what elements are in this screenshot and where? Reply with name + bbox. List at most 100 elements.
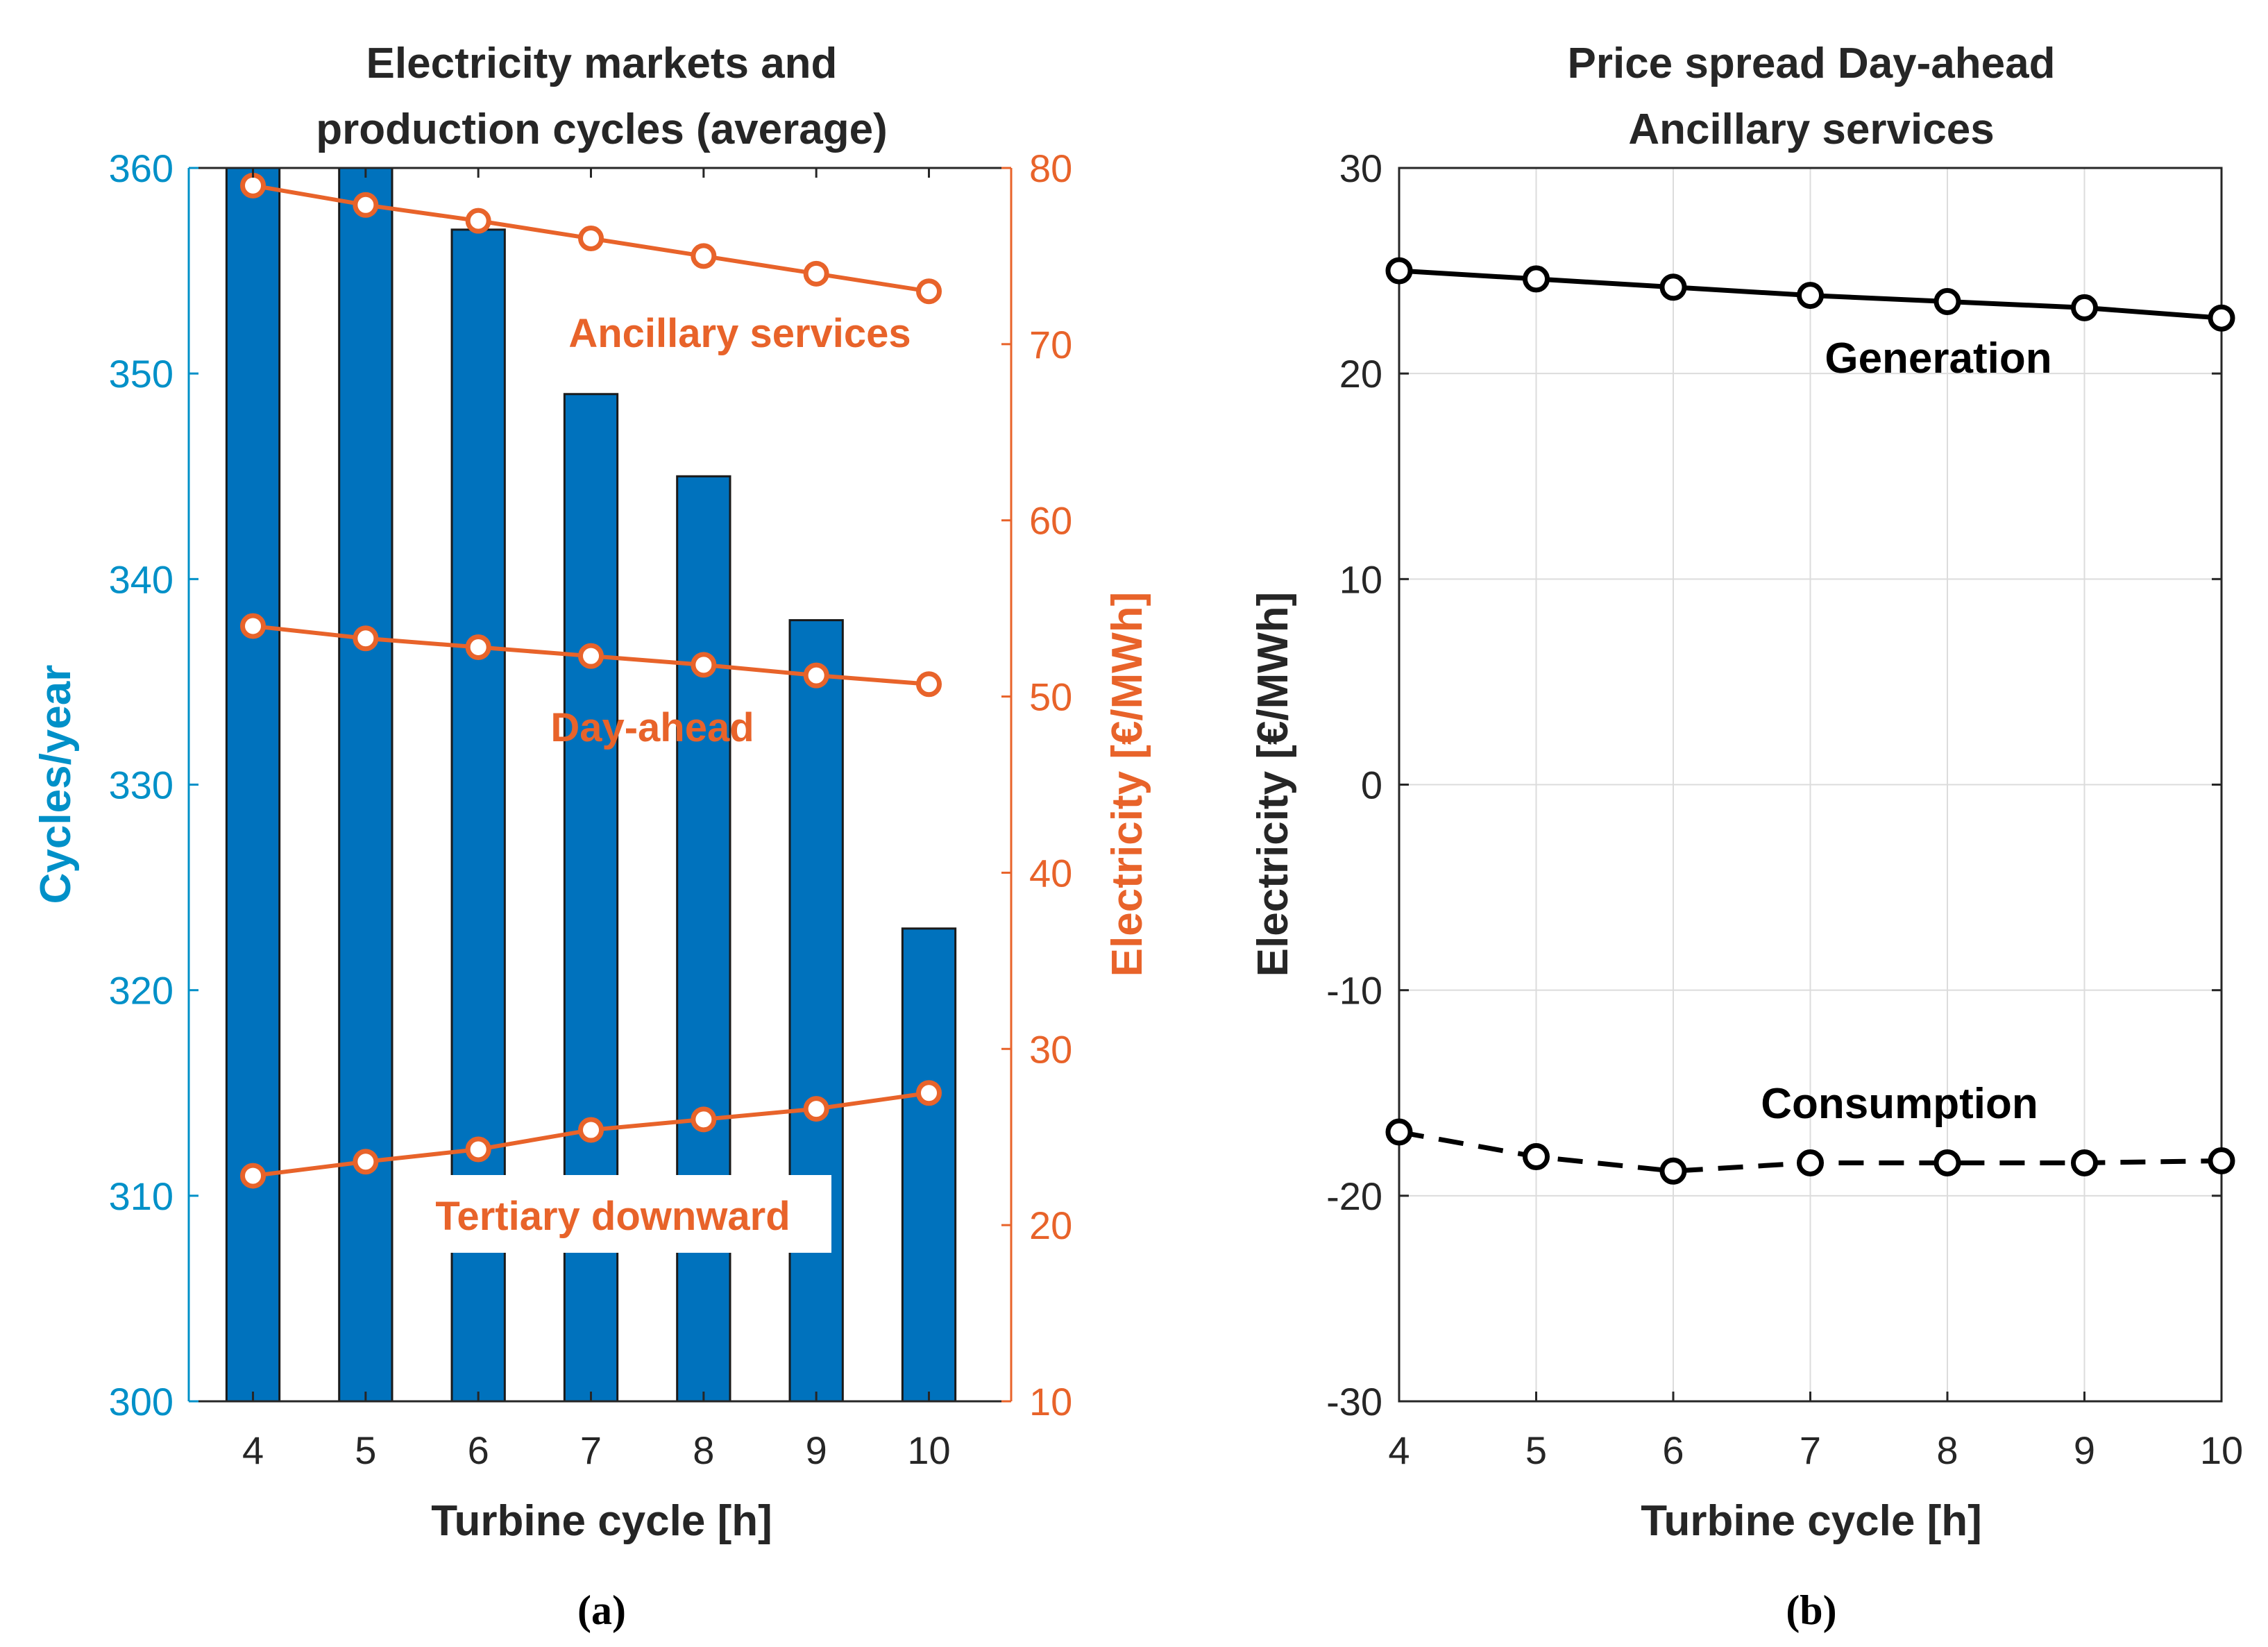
chart-b-y-tick-label: 0 bbox=[1361, 763, 1382, 807]
chart-b-y-tick-label: -10 bbox=[1326, 969, 1382, 1013]
chart-a-left-tick-label: 340 bbox=[109, 557, 174, 601]
chart-a-x-tick-label: 7 bbox=[580, 1428, 602, 1472]
chart-a-series-point bbox=[353, 625, 379, 652]
chart-a-x-tick-label: 6 bbox=[468, 1428, 489, 1472]
chart-b-generation-label: Generation bbox=[1825, 335, 2051, 382]
chart-b-x-tick-label: 4 bbox=[1388, 1428, 1410, 1472]
chart-a-series-point bbox=[803, 260, 829, 287]
chart-b-y-tick-label: 30 bbox=[1339, 146, 1382, 190]
chart-b-y-tick-label: 10 bbox=[1339, 557, 1382, 601]
chart-a-right-tick-label: 60 bbox=[1029, 499, 1072, 543]
chart-a-x-tick-label: 8 bbox=[693, 1428, 714, 1472]
chart-a-series-point bbox=[916, 1080, 942, 1106]
chart-b-x-tick-label: 5 bbox=[1525, 1428, 1547, 1472]
chart-b-ylabel: Electricity [€/MWh] bbox=[1249, 592, 1297, 977]
chart-a-left-tick-label: 300 bbox=[109, 1380, 174, 1424]
chart-a-bar bbox=[225, 167, 281, 1403]
chart-b: Price spread Day-ahead Ancillary service… bbox=[1249, 40, 2243, 1633]
chart-a-series-point bbox=[578, 1117, 604, 1143]
chart-b-series-point bbox=[2071, 1149, 2098, 1176]
chart-a-series-point bbox=[916, 278, 942, 305]
chart-b-series-point bbox=[1659, 273, 1687, 301]
chart-a-series-point bbox=[240, 613, 266, 639]
chart-a-right-tick-label: 50 bbox=[1029, 675, 1072, 719]
chart-a-series-point bbox=[803, 1096, 829, 1122]
chart-a-right-tick-label: 20 bbox=[1029, 1203, 1072, 1247]
chart-a-left-tick-label: 320 bbox=[109, 969, 174, 1013]
chart-b-x-tick-label: 7 bbox=[1800, 1428, 1821, 1472]
chart-b-consumption-label: Consumption bbox=[1761, 1080, 2038, 1128]
chart-b-ticks: -30 -20 -10 0 10 20 30 4 5 6 7 8 9 10 bbox=[1326, 146, 2243, 1472]
chart-b-y-tick-label: -20 bbox=[1326, 1174, 1382, 1218]
chart-a-bar bbox=[338, 167, 393, 1403]
chart-b-title-line-2: Ancillary services bbox=[1628, 105, 1994, 153]
chart-b-series-point bbox=[1933, 1149, 1961, 1176]
chart-a-series-point bbox=[803, 662, 829, 689]
chart-a-bar bbox=[901, 927, 957, 1403]
chart-b-series-point bbox=[1797, 282, 1824, 310]
chart-b-xlabel: Turbine cycle [h] bbox=[1641, 1497, 1982, 1545]
chart-a-series-point bbox=[465, 208, 491, 234]
chart-a-right-tick-label: 10 bbox=[1029, 1380, 1072, 1424]
chart-b-series-point bbox=[1797, 1149, 1824, 1176]
chart-a-title-line-1: Electricity markets and bbox=[366, 40, 838, 87]
chart-b-series-point bbox=[1385, 257, 1413, 285]
chart-a-x-tick-label: 10 bbox=[907, 1428, 950, 1472]
chart-a-ylabel-left: Cycles/year bbox=[32, 665, 80, 904]
chart-a-left-tick-label: 350 bbox=[109, 352, 174, 396]
chart-b-x-tick-label: 10 bbox=[2200, 1428, 2243, 1472]
chart-a-series-point bbox=[240, 172, 266, 199]
chart-a-x-tick-label: 9 bbox=[806, 1428, 827, 1472]
chart-b-series-point bbox=[1659, 1157, 1687, 1185]
chart-b-series-point bbox=[1523, 1143, 1550, 1171]
chart-a-bar bbox=[788, 619, 844, 1403]
chart-b-series-point bbox=[1933, 288, 1961, 316]
chart-a-ylabel-right: Electricity [€/MWh] bbox=[1103, 592, 1151, 977]
chart-a-ticks: 300 310 320 330 340 350 360 10 20 30 40 50 60 70 80 4 5 6… bbox=[109, 146, 1073, 1472]
chart-a-series-point bbox=[353, 192, 379, 218]
chart-a: Electricity markets and production cycle… bbox=[32, 40, 1151, 1633]
chart-b-x-tick-label: 9 bbox=[2074, 1428, 2095, 1472]
chart-a-series-point bbox=[465, 634, 491, 660]
chart-b-title-line-1: Price spread Day-ahead bbox=[1567, 40, 2055, 87]
chart-a-title-line-2: production cycles (average) bbox=[316, 105, 888, 153]
chart-a-series-point bbox=[353, 1149, 379, 1175]
chart-a-series-point bbox=[578, 226, 604, 252]
chart-b-x-tick-label: 8 bbox=[1936, 1428, 1958, 1472]
chart-a-tertiary-label-box bbox=[397, 1175, 831, 1253]
chart-a-series-point bbox=[691, 652, 717, 678]
chart-b-panel-label: (b) bbox=[1786, 1587, 1836, 1633]
chart-a-right-tick-label: 30 bbox=[1029, 1027, 1072, 1071]
chart-a-right-tick-label: 70 bbox=[1029, 323, 1072, 366]
chart-a-series-point bbox=[240, 1163, 266, 1189]
chart-a-left-tick-label: 310 bbox=[109, 1174, 174, 1218]
chart-a-tertiary-label: Tertiary downward bbox=[435, 1194, 790, 1239]
chart-b-y-tick-label: -30 bbox=[1326, 1380, 1382, 1424]
chart-b-series-point bbox=[1385, 1118, 1413, 1146]
chart-a-right-tick-label: 80 bbox=[1029, 146, 1072, 190]
chart-a-right-tick-label: 40 bbox=[1029, 851, 1072, 895]
chart-a-series-point bbox=[465, 1136, 491, 1163]
chart-b-lines bbox=[1385, 257, 2235, 1185]
chart-b-x-tick-label: 6 bbox=[1662, 1428, 1684, 1472]
chart-a-bar bbox=[676, 475, 731, 1403]
chart-a-x-tick-label: 5 bbox=[355, 1428, 376, 1472]
chart-a-x-tick-label: 4 bbox=[242, 1428, 264, 1472]
chart-a-xlabel: Turbine cycle [h] bbox=[431, 1497, 772, 1545]
chart-b-series-point bbox=[2208, 304, 2235, 332]
chart-a-panel-label: (a) bbox=[577, 1587, 626, 1633]
chart-a-series-point bbox=[578, 643, 604, 669]
chart-b-y-tick-label: 20 bbox=[1339, 352, 1382, 396]
chart-a-left-tick-label: 360 bbox=[109, 146, 174, 190]
chart-a-series-point bbox=[691, 243, 717, 269]
chart-a-lines bbox=[240, 172, 942, 1189]
chart-a-ancillary-label: Ancillary services bbox=[568, 311, 911, 356]
chart-b-series-point bbox=[2208, 1147, 2235, 1174]
chart-a-series-point bbox=[691, 1106, 717, 1133]
chart-b-series-point bbox=[1523, 265, 1550, 293]
chart-a-series-point bbox=[916, 671, 942, 698]
chart-a-left-tick-label: 330 bbox=[109, 763, 174, 807]
chart-b-series-point bbox=[2071, 294, 2098, 321]
chart-a-dayahead-label: Day-ahead bbox=[550, 705, 754, 750]
